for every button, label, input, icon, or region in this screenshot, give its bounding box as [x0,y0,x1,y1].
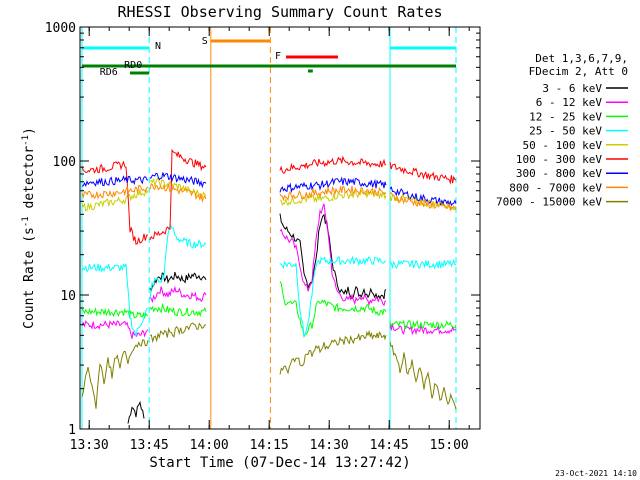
series-line [389,341,457,410]
series-line [149,223,207,299]
status-bar-label: F [275,51,281,62]
x-tick-label: 13:30 [70,438,109,453]
series-6 [81,172,457,207]
series-line [149,285,207,304]
series-line [81,320,149,339]
x-tick-label: 14:45 [370,438,409,453]
legend-header: FDecim 2, Att 0 [529,65,628,78]
y-axis-label-sup1: -1 [21,216,31,227]
status-bar-label: RD6 [100,67,118,78]
legend-label: 100 - 300 keV [516,153,602,166]
series-5 [81,148,457,245]
x-tick-label: 14:00 [190,438,229,453]
series-line [81,175,149,188]
legend: Det 1,3,6,7,9,FDecim 2, Att 0 3 - 6 keV6 … [496,52,628,209]
status-bar-label: S [202,36,208,47]
legend-label: 12 - 25 keV [529,110,602,123]
series-line [81,262,149,337]
y-axis-label-part1: Count Rate (s [22,227,37,329]
series-layer [81,148,457,424]
legend-label: 7000 - 15000 keV [496,196,602,209]
plot-frame [79,26,481,430]
x-axis-label: Start Time (07-Dec-14 13:27:42) [149,455,410,471]
series-line [81,306,149,319]
series-line [389,161,457,185]
series-line [389,258,457,270]
status-bars: N S F RD0 RD6 [82,36,456,78]
series-line [279,281,387,339]
y-tick-label: 1000 [45,21,76,36]
y-axis-label-part3: ) [22,127,37,135]
y-tick-label: 100 [53,155,76,170]
series-line [81,160,148,245]
series-7 [81,182,457,212]
series-line [149,271,207,293]
x-tick-label: 14:30 [310,438,349,453]
y-tick-label: 1 [68,423,76,438]
series-line [389,319,457,330]
status-bar-label: RD0 [124,60,142,71]
series-line [389,186,457,207]
legend-header: Det 1,3,6,7,9, [535,52,628,65]
y-axis-label-sup2: -1 [21,135,31,146]
series-line [279,203,387,307]
series-line [279,155,387,174]
series-line [149,172,207,189]
legend-label: 3 - 6 keV [542,82,602,95]
legend-label: 300 - 800 keV [516,167,602,180]
series-line [149,182,207,203]
series-line [279,185,387,202]
series-2 [81,281,457,339]
series-line [279,255,387,337]
y-tick-label: 10 [60,289,76,304]
y-axis: 1 10 100 1000 [45,21,480,438]
y-axis-label: Count Rate (s-1 detector-1) [21,127,37,329]
series-1 [81,203,457,339]
footer-date: 23-Oct-2021 14:10 [555,469,637,478]
series-line [81,184,149,200]
legend-label: 25 - 50 keV [529,125,602,138]
series-line [149,302,207,318]
legend-label: 6 - 12 keV [536,96,603,109]
legend-label: 800 - 7000 keV [509,181,602,194]
series-line [389,323,457,336]
series-8 [81,322,457,410]
series-line [149,148,207,241]
legend-label: 50 - 100 keV [523,139,603,152]
y-axis-label-part2: detector [22,146,37,217]
series-line [279,329,387,375]
series-line [127,400,145,424]
series-line [279,176,387,194]
x-tick-label: 13:45 [130,438,169,453]
x-tick-label: 14:15 [250,438,289,453]
series-line [389,192,457,212]
series-0 [127,213,387,424]
series-3 [81,223,457,337]
series-line [81,339,149,409]
chart-title: RHESSI Observing Summary Count Rates [117,3,442,21]
series-line [279,213,387,300]
status-bar-label: N [155,41,161,52]
marker-lines [81,27,457,429]
x-axis: 13:30 13:45 14:00 14:15 14:30 14:45 15:00 [70,27,470,453]
x-tick-label: 15:00 [430,438,469,453]
series-line [149,322,207,344]
